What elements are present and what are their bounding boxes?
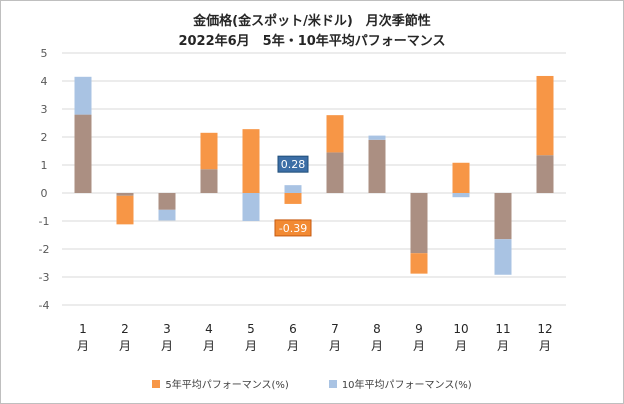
x-tick-label: 10 [453,322,468,336]
legend-label-10yr: 10年平均パフォーマンス(%) [341,380,472,391]
bar-5yr [536,75,554,156]
bar-5yr [326,115,344,153]
x-tick-label-suffix: 月 [203,339,215,353]
chart-title: 金価格(金スポット/米ドル) 月次季節性 [193,14,431,29]
bar-overlap [410,193,428,254]
bar-5yr [200,132,218,170]
chart-legend: 5年平均パフォーマンス(%) 10年平均パフォーマンス(%) [0,376,624,391]
x-tick-label-suffix: 月 [455,339,467,353]
bar-10yr [74,76,92,115]
x-tick-label-suffix: 月 [497,339,509,353]
x-tick-label: 3 [163,322,171,336]
bar-overlap [326,152,344,193]
y-tick-label: -4 [39,299,50,312]
x-tick-label: 6 [289,322,297,336]
x-tick-label: 7 [331,322,339,336]
data-label-10yr: 0.28 [281,158,306,171]
bar-overlap [116,193,134,196]
legend-swatch-10yr [328,379,337,388]
x-tick-label: 2 [121,322,129,336]
y-tick-label: -2 [39,243,50,256]
x-tick-label-suffix: 月 [413,339,425,353]
x-tick-label: 1 [79,322,87,336]
chart-subtitle: 2022年6月 5年・10年平均パフォーマンス [178,34,446,49]
bar-10yr [158,209,176,221]
legend-item-10yr: 10年平均パフォーマンス(%) [328,376,472,391]
bar-10yr [368,135,386,140]
legend-label-5yr: 5年平均パフォーマンス(%) [165,380,289,391]
x-tick-label-suffix: 月 [245,339,257,353]
x-tick-label-suffix: 月 [371,339,383,353]
x-tick-label: 5 [247,322,255,336]
bar-5yr [452,162,470,193]
x-tick-label-suffix: 月 [329,339,341,353]
y-tick-label: 3 [41,103,48,116]
x-tick-label: 11 [495,322,510,336]
x-tick-label-suffix: 月 [119,339,131,353]
bar-overlap [494,193,512,240]
bar-overlap [74,114,92,193]
bar-10yr [284,185,302,193]
x-tick-label-suffix: 月 [539,339,551,353]
x-tick-label-suffix: 月 [77,339,89,353]
x-tick-label: 8 [373,322,381,336]
bar-5yr [116,195,134,225]
bar-overlap [536,155,554,193]
y-tick-label: 2 [41,131,48,144]
y-tick-label: 4 [41,75,48,88]
legend-swatch-5yr [152,379,161,388]
data-label-box-10yr [277,155,309,173]
bar-overlap [368,139,386,193]
x-tick-label-suffix: 月 [161,339,173,353]
x-tick-label: 12 [537,322,552,336]
y-tick-label: 5 [41,47,48,60]
bar-5yr [242,129,260,193]
y-tick-label: 0 [41,187,48,200]
bar-overlap [158,193,176,210]
bar-5yr [410,253,428,274]
bar-overlap [200,169,218,193]
y-tick-label: -1 [39,215,50,228]
x-tick-label-suffix: 月 [287,339,299,353]
bar-10yr [242,193,260,221]
data-label-box-5yr [274,219,312,237]
data-label-5yr: -0.39 [279,222,307,235]
y-tick-label: -3 [39,271,50,284]
bar-5yr [284,193,302,204]
legend-item-5yr: 5年平均パフォーマンス(%) [152,376,289,391]
bar-10yr [494,239,512,275]
x-tick-label: 9 [415,322,423,336]
bar-10yr [452,193,470,198]
x-tick-label: 4 [205,322,213,336]
y-tick-label: 1 [41,159,48,172]
